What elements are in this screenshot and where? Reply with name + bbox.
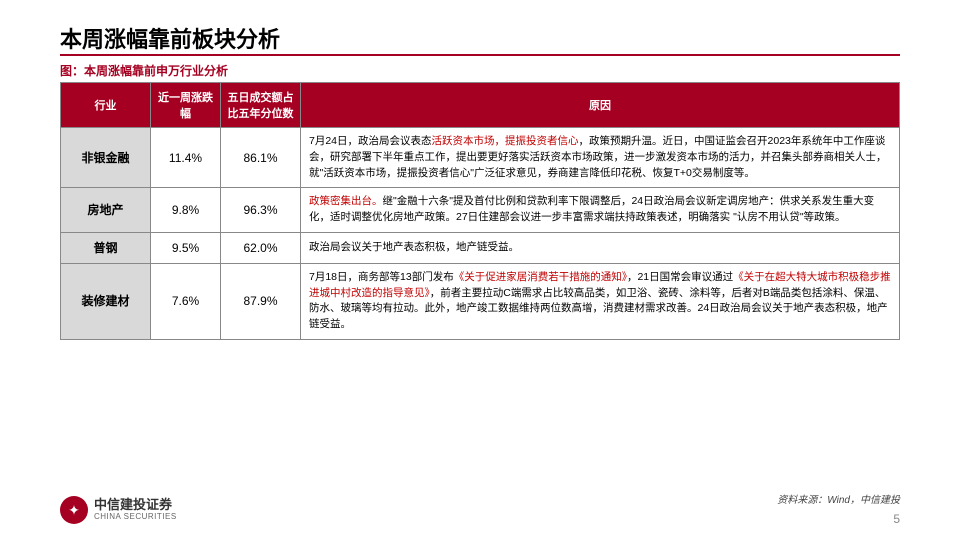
col-industry: 行业 [61,83,151,128]
table-header-row: 行业 近一周涨跌幅 五日成交额占比五年分位数 原因 [61,83,900,128]
sector-table: 行业 近一周涨跌幅 五日成交额占比五年分位数 原因 非银金融 11.4% 86.… [60,82,900,340]
change-cell: 7.6% [151,263,221,339]
change-cell: 9.8% [151,188,221,233]
page-number: 5 [893,512,900,526]
company-logo: ✦ 中信建投证券 CHINA SECURITIES [60,496,177,524]
table-row: 普钢 9.5% 62.0% 政治局会议关于地产表态积极，地产链受益。 [61,232,900,263]
reason-text: 7月24日，政治局会议表态 [309,135,432,147]
logo-text-block: 中信建投证券 CHINA SECURITIES [94,498,177,521]
percentile-cell: 96.3% [221,188,301,233]
reason-highlight: 《关于促进家居消费若干措施的通知》 [454,271,627,283]
percentile-cell: 87.9% [221,263,301,339]
reason-cell: 政治局会议关于地产表态积极，地产链受益。 [301,232,900,263]
chart-caption: 图：本周涨幅靠前申万行业分析 [60,62,228,79]
logo-glyph: ✦ [68,502,80,519]
change-cell: 11.4% [151,128,221,188]
logo-en: CHINA SECURITIES [94,513,177,522]
reason-text: 继"金融十六条"提及首付比例和贷款利率下限调整后，24日政治局会议新定调房地产：… [309,195,874,223]
col-reason: 原因 [301,83,900,128]
table-row: 房地产 9.8% 96.3% 政策密集出台。继"金融十六条"提及首付比例和贷款利… [61,188,900,233]
logo-icon: ✦ [60,496,88,524]
reason-highlight: 活跃资本市场，提振投资者信心 [432,135,579,147]
source-attribution: 资料来源：Wind，中信建投 [777,491,900,506]
reason-cell: 政策密集出台。继"金融十六条"提及首付比例和贷款利率下限调整后，24日政治局会议… [301,188,900,233]
reason-text: ，21日国常会审议通过 [627,271,733,283]
percentile-cell: 86.1% [221,128,301,188]
industry-cell: 非银金融 [61,128,151,188]
col-percentile: 五日成交额占比五年分位数 [221,83,301,128]
reason-cell: 7月24日，政治局会议表态活跃资本市场，提振投资者信心，政策预期升温。近日，中国… [301,128,900,188]
industry-cell: 普钢 [61,232,151,263]
reason-text: 7月18日，商务部等13部门发布 [309,271,454,283]
logo-cn: 中信建投证券 [94,498,177,512]
table-row: 非银金融 11.4% 86.1% 7月24日，政治局会议表态活跃资本市场，提振投… [61,128,900,188]
table-row: 装修建材 7.6% 87.9% 7月18日，商务部等13部门发布《关于促进家居消… [61,263,900,339]
industry-cell: 装修建材 [61,263,151,339]
reason-cell: 7月18日，商务部等13部门发布《关于促进家居消费若干措施的通知》，21日国常会… [301,263,900,339]
percentile-cell: 62.0% [221,232,301,263]
reason-highlight: 政策密集出台。 [309,195,383,207]
reason-text: 政治局会议关于地产表态积极，地产链受益。 [309,241,519,253]
change-cell: 9.5% [151,232,221,263]
col-change: 近一周涨跌幅 [151,83,221,128]
title-underline [60,54,900,56]
industry-cell: 房地产 [61,188,151,233]
page-title: 本周涨幅靠前板块分析 [60,22,280,54]
